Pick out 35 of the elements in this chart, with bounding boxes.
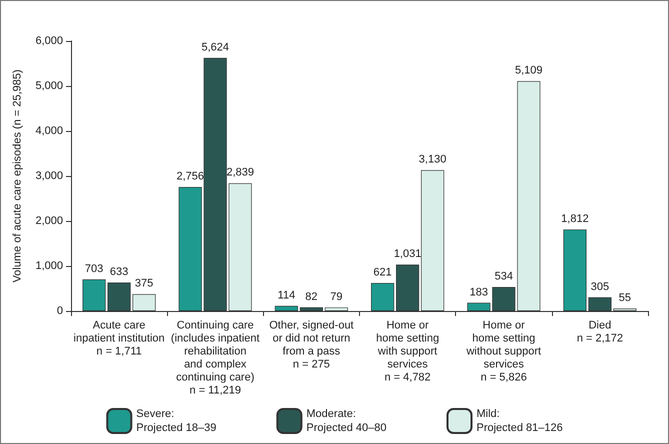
legend-label: Severe: Projected 18–39 — [136, 408, 216, 434]
data-label: 1,812 — [561, 212, 589, 225]
legend-label: Moderate: Projected 40–80 — [306, 408, 387, 434]
data-label: 2,839 — [226, 166, 254, 179]
y-tick-label: 1,000 — [35, 260, 63, 272]
x-tick-label: Home or home setting without support services n = 5,826 — [465, 320, 542, 384]
data-label: 2,756 — [176, 170, 204, 182]
data-label: 3,130 — [418, 154, 446, 166]
data-label: 183 — [470, 286, 488, 298]
data-label: 82 — [305, 290, 318, 303]
data-label: 5,624 — [201, 41, 230, 54]
y-tick-label: 0 — [56, 305, 63, 317]
data-label: 633 — [110, 266, 128, 278]
data-label: 305 — [590, 280, 610, 293]
x-tick-label: Died n = 2,172 — [576, 320, 624, 344]
data-label: 79 — [330, 290, 343, 303]
y-tick-label: 2,000 — [35, 215, 63, 227]
data-label: 534 — [494, 270, 513, 282]
data-label: 703 — [84, 262, 104, 275]
data-label: 621 — [373, 266, 392, 279]
x-tick-label: Acute care inpatient institution n = 1,711 — [74, 320, 165, 358]
data-label: 5,109 — [514, 64, 542, 77]
data-label: 1,031 — [394, 248, 422, 260]
x-tick-label: Home or home setting with support services n = 4,782 — [376, 320, 440, 384]
y-tick-label: 4,000 — [35, 125, 63, 137]
legend-label: Mild: Projected 81–126 — [476, 408, 563, 434]
y-tick-label: 6,000 — [35, 35, 63, 47]
y-tick-label: 5,000 — [35, 80, 63, 92]
y-axis-title: Volume of acute care episodes (n = 25,985) — [12, 69, 24, 283]
x-tick-label: Continuing care (includes inpatient rehabilitation and complex continuing care) n = 11,219 — [170, 320, 260, 396]
data-label: 55 — [618, 292, 632, 304]
data-label: 375 — [134, 278, 154, 290]
x-tick-label: Other, signed-out or did not return from a pass n = 275 — [269, 320, 354, 370]
y-tick-label: 3,000 — [35, 170, 63, 182]
data-label: 114 — [278, 289, 296, 302]
